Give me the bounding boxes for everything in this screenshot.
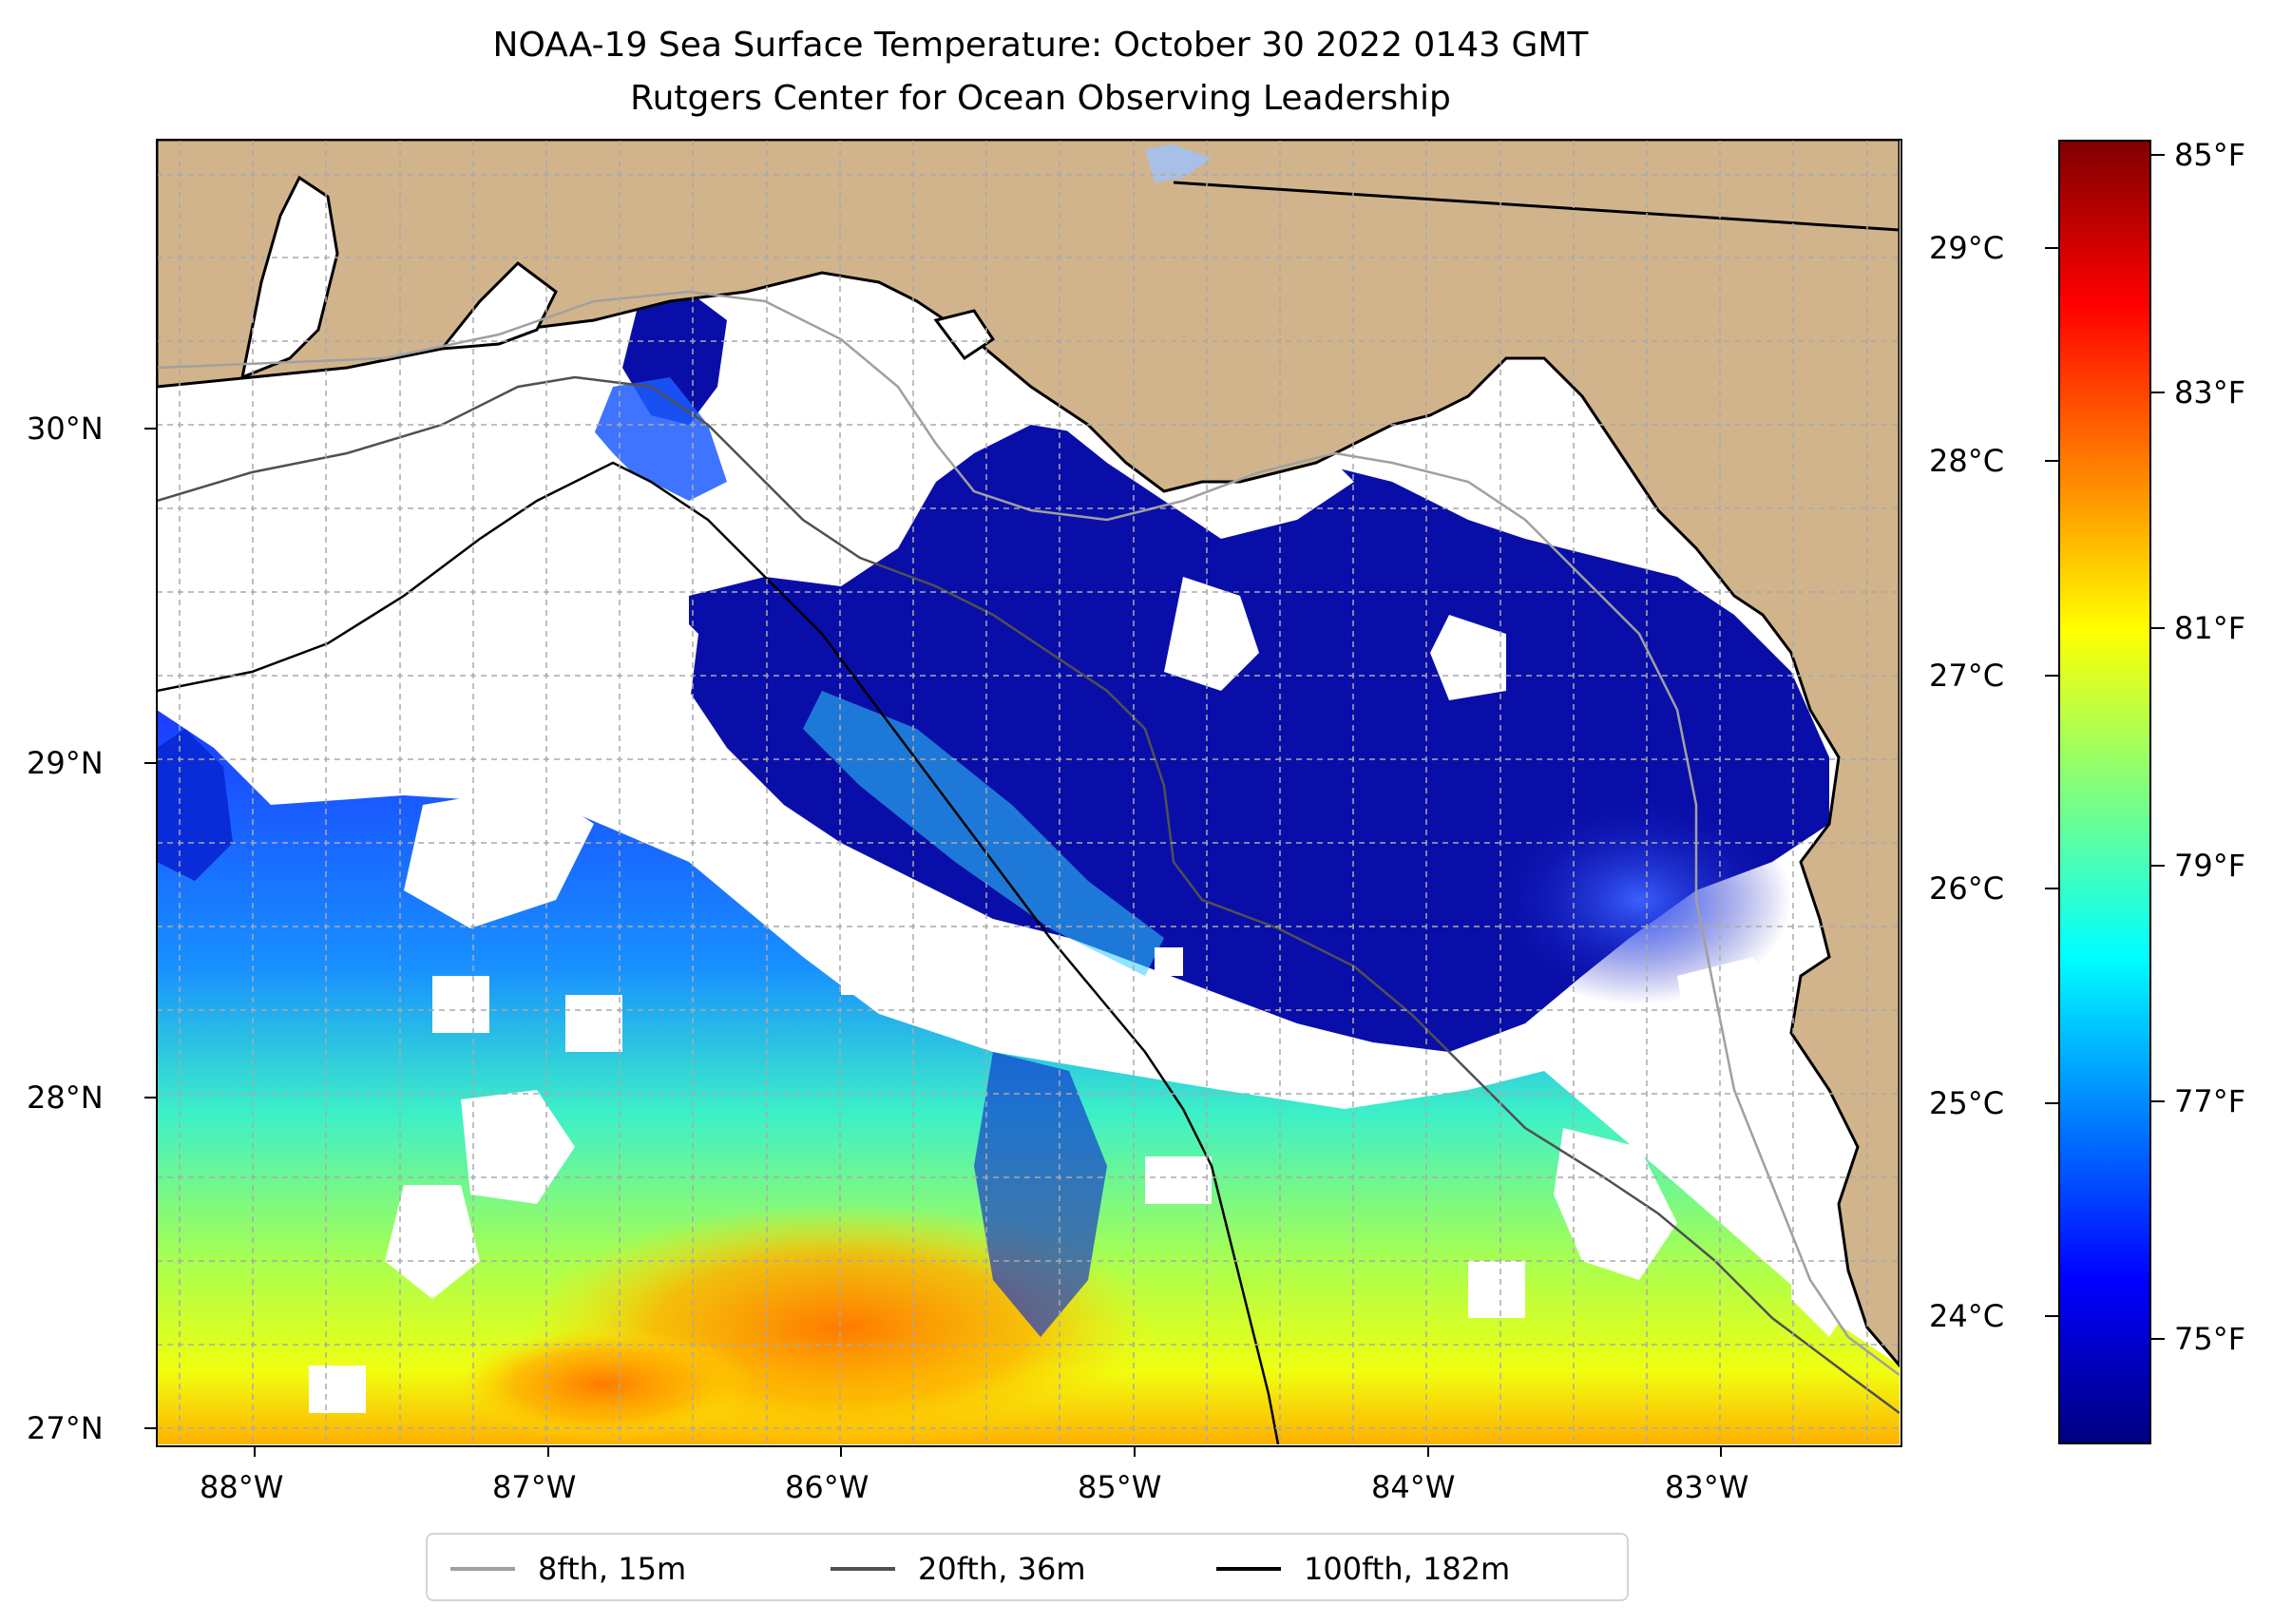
- colorbar-tick: [2151, 865, 2165, 867]
- lat-label-30n: 30°N: [27, 411, 104, 447]
- sst-warm-patch: [451, 1328, 755, 1442]
- map-gridlines: [157, 140, 1900, 1444]
- sst-cold-region: [594, 377, 727, 501]
- colorbar-tick: [2045, 247, 2058, 249]
- lon-tick: [840, 1445, 842, 1457]
- legend-swatch-15m: [450, 1567, 515, 1571]
- colorbar-label-c: 27°C: [1929, 658, 2005, 694]
- lat-label-29n: 29°N: [27, 745, 104, 781]
- lon-label-83w: 83°W: [1665, 1469, 1749, 1505]
- sst-map: [157, 140, 1900, 1444]
- colorbar-tick: [2045, 1102, 2058, 1104]
- colorbar-tick: [2151, 1100, 2165, 1102]
- sst-blue-tongue: [974, 1052, 1107, 1337]
- lat-label-27n: 27°N: [27, 1410, 104, 1446]
- colorbar-tick: [2151, 1338, 2165, 1340]
- bay-water: [933, 309, 996, 361]
- legend-label: 100fth, 182m: [1304, 1551, 1511, 1587]
- isobath-36m: [157, 375, 1900, 1415]
- lon-label-86w: 86°W: [785, 1469, 869, 1505]
- colorbar-label-f: 85°F: [2174, 137, 2246, 173]
- sst-cyan-filament: [803, 691, 1164, 976]
- colorbar-label-c: 28°C: [1929, 443, 2005, 479]
- sst-colorbar: [2058, 140, 2151, 1444]
- lake: [1145, 144, 1212, 182]
- colorbar-label-c: 25°C: [1929, 1085, 2005, 1121]
- colorbar-tick: [2045, 888, 2058, 889]
- colorbar-tick: [2045, 1315, 2058, 1317]
- colorbar-label-c: 24°C: [1929, 1298, 2005, 1334]
- colorbar-label-c: 26°C: [1929, 870, 2005, 907]
- isobath-182m: [157, 461, 1280, 1444]
- lat-tick: [144, 1427, 156, 1429]
- colorbar-tick: [2151, 154, 2165, 156]
- colorbar-tick: [2151, 627, 2165, 629]
- lon-label-88w: 88°W: [200, 1469, 284, 1505]
- lon-label-84w: 84°W: [1371, 1469, 1456, 1505]
- colorbar-label-f: 77°F: [2174, 1083, 2246, 1119]
- state-boundary: [1173, 181, 1900, 232]
- lat-tick: [144, 428, 156, 430]
- lon-tick: [547, 1445, 549, 1457]
- colorbar-tick: [2151, 392, 2165, 393]
- bay-water: [438, 261, 558, 351]
- lon-tick: [1427, 1445, 1429, 1457]
- lat-tick: [144, 762, 156, 764]
- colorbar-label-f: 75°F: [2174, 1321, 2246, 1357]
- lon-label-85w: 85°W: [1078, 1469, 1162, 1505]
- colorbar-label-f: 83°F: [2174, 374, 2246, 411]
- colorbar-tick: [2045, 675, 2058, 677]
- colorbar-label-f: 81°F: [2174, 610, 2246, 646]
- lon-tick: [254, 1445, 256, 1457]
- lon-tick: [1134, 1445, 1136, 1457]
- lon-label-87w: 87°W: [492, 1469, 577, 1505]
- map-subtitle: Rutgers Center for Ocean Observing Leade…: [630, 79, 1451, 118]
- isobath-legend: 8fth, 15m 20fth, 36m 100fth, 182m: [426, 1533, 1629, 1601]
- bay-water: [239, 175, 339, 380]
- colorbar-tick: [2045, 460, 2058, 462]
- legend-swatch-36m: [831, 1567, 895, 1571]
- colorbar-label-c: 29°C: [1929, 230, 2005, 266]
- colorbar-label-f: 79°F: [2174, 848, 2246, 884]
- legend-swatch-182m: [1216, 1567, 1281, 1571]
- sst-cool-patch: [1487, 795, 1791, 1004]
- lat-label-28n: 28°N: [27, 1079, 104, 1116]
- legend-label: 8fth, 15m: [538, 1551, 687, 1587]
- map-title: NOAA-19 Sea Surface Temperature: October…: [492, 26, 1589, 65]
- legend-label: 20fth, 36m: [918, 1551, 1086, 1587]
- lat-tick: [144, 1097, 156, 1099]
- lon-tick: [1720, 1445, 1722, 1457]
